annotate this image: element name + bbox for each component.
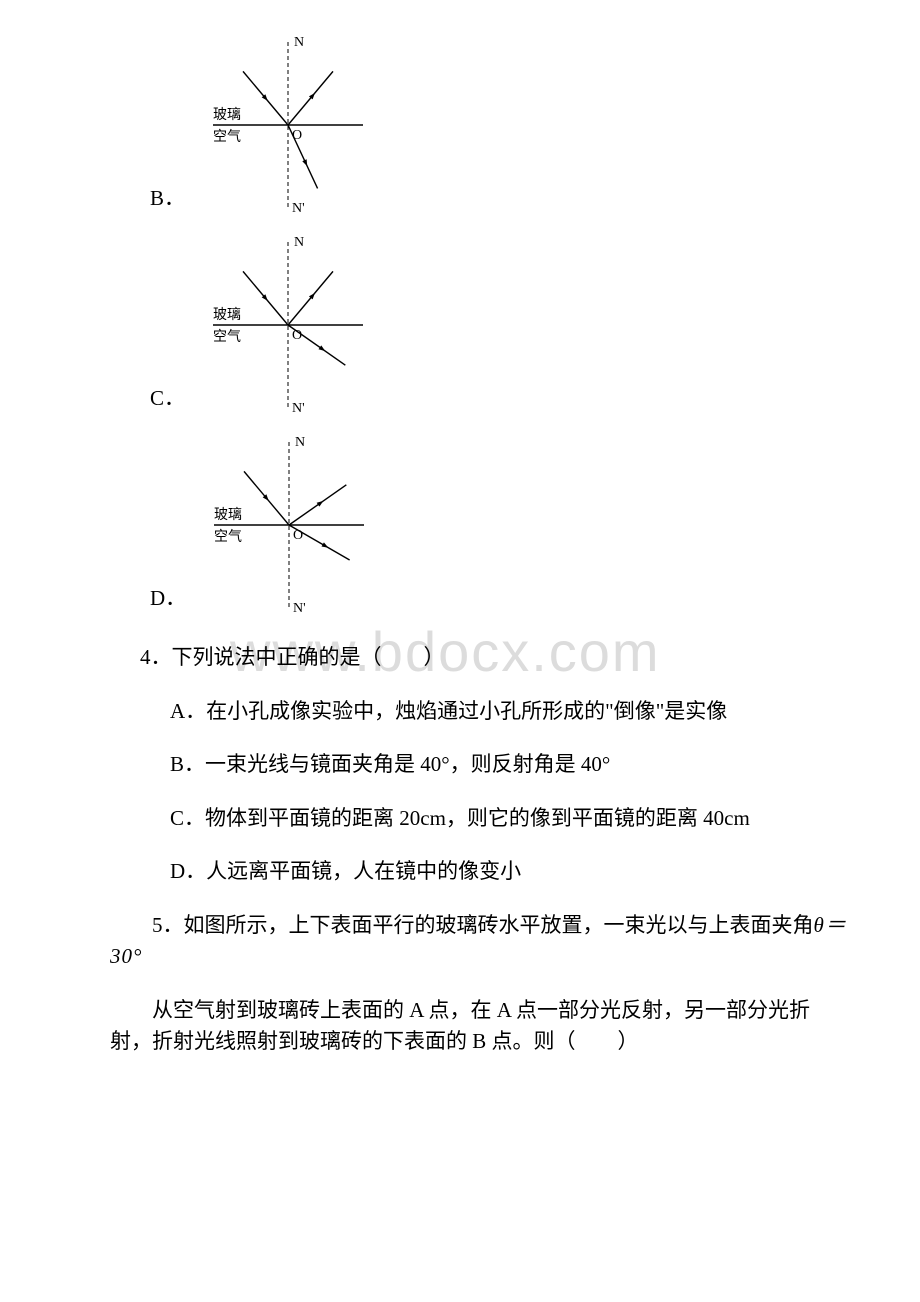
svg-text:N': N'	[293, 601, 306, 616]
q4-stem: 4．下列说法中正确的是（ ）	[140, 642, 840, 674]
option-c-letter: C．	[150, 383, 185, 421]
page-content: B． NN'O玻璃空气 C． NN'O玻璃空气 D． NN'O玻璃空气 4．下列…	[0, 30, 920, 1058]
svg-text:玻璃: 玻璃	[213, 106, 241, 123]
q4-option-d: D．人远离平面镜，人在镜中的像变小	[170, 856, 850, 888]
option-b-row: B． NN'O玻璃空气	[150, 30, 920, 220]
svg-text:空气: 空气	[213, 329, 241, 345]
q4-option-c: C．物体到平面镜的距离 20cm，则它的像到平面镜的距离 40cm	[170, 803, 850, 835]
option-b-letter: B．	[150, 183, 185, 221]
q5-line2: 从空气射到玻璃砖上表面的 A 点，在 A 点一部分光反射，另一部分光折射，折射光…	[110, 995, 850, 1058]
svg-text:空气: 空气	[213, 129, 241, 145]
diagram-c: N N' O 玻璃空气	[193, 230, 383, 420]
diagram-b: NN'O玻璃空气	[193, 30, 383, 220]
q5-line1-text: 5．如图所示，上下表面平行的玻璃砖水平放置，一束光以与上表面夹角	[152, 913, 814, 937]
svg-text:空气: 空气	[214, 529, 242, 545]
svg-text:N': N'	[292, 201, 305, 216]
q4-option-b: B．一束光线与镜面夹角是 40°，则反射角是 40°	[170, 749, 850, 781]
option-c-row: C． N N' O 玻璃空气	[150, 230, 920, 420]
q5-line1: 5．如图所示，上下表面平行的玻璃砖水平放置，一束光以与上表面夹角θ＝30°	[110, 910, 850, 973]
option-d-row: D． NN'O玻璃空气	[150, 430, 920, 620]
svg-text:O: O	[292, 328, 302, 343]
svg-text:N: N	[295, 435, 305, 450]
svg-text:N': N'	[292, 401, 305, 416]
svg-text:玻璃: 玻璃	[213, 306, 241, 323]
option-d-letter: D．	[150, 583, 186, 621]
svg-text:N: N	[294, 235, 304, 250]
svg-text:玻璃: 玻璃	[214, 506, 242, 523]
svg-text:N: N	[294, 35, 304, 50]
q4-option-a: A．在小孔成像实验中，烛焰通过小孔所形成的"倒像"是实像	[170, 696, 850, 728]
diagram-d: NN'O玻璃空气	[194, 430, 384, 620]
